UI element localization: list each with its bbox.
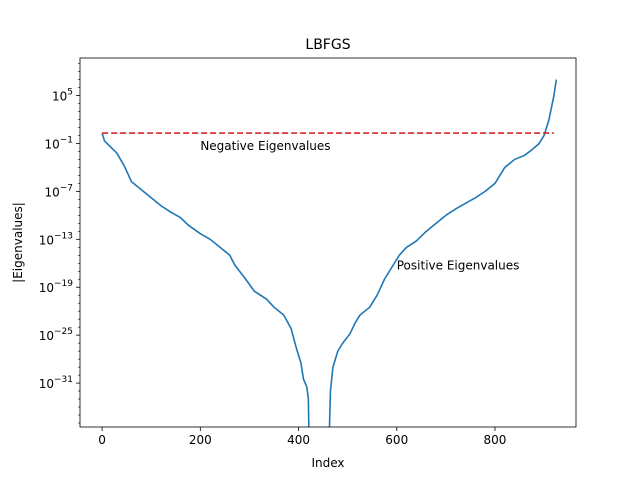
y-tick-label: 10−19 [39,279,74,295]
chart-title: LBFGS [305,37,350,53]
annotation-positive: Positive Eigenvalues [397,259,520,273]
x-tick-label: 0 [98,433,106,447]
series-line-negative-eigenvalues [101,132,310,427]
y-tick-label: 105 [52,88,73,104]
y-tick-label: 10−1 [44,135,73,151]
x-tick-label: 800 [484,433,507,447]
y-axis: 105 10−1 10−7 10−13 10−19 10−25 10−31 [39,63,80,424]
x-tick-label: 200 [189,433,212,447]
y-tick-label: 10−31 [39,375,73,391]
x-axis-label: Index [311,456,344,470]
series-line-positive-eigenvalues [328,79,558,427]
y-tick-label: 10−25 [39,327,73,343]
annotation-negative: Negative Eigenvalues [200,139,330,153]
x-tick-label: 600 [385,433,408,447]
plot-frame [79,57,577,428]
y-tick-label: 10−13 [39,231,73,247]
x-tick-label: 400 [287,433,310,447]
y-tick-label: 10−7 [44,183,73,199]
y-axis-label: |Eigenvalues| [11,202,25,283]
plot-area [79,57,577,428]
series-layer [101,79,558,427]
x-axis: 0 200 400 600 800 [98,427,506,447]
